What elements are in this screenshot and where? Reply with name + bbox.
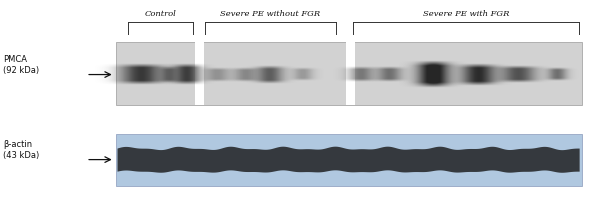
Bar bbox=[116, 42, 582, 105]
Text: Control: Control bbox=[144, 10, 176, 18]
Text: β-actin
(43 kDa): β-actin (43 kDa) bbox=[3, 140, 39, 160]
Text: Severe PE without FGR: Severe PE without FGR bbox=[220, 10, 320, 18]
Text: PMCA
(92 kDa): PMCA (92 kDa) bbox=[3, 55, 39, 75]
Bar bbox=[116, 134, 582, 186]
Text: Severe PE with FGR: Severe PE with FGR bbox=[423, 10, 510, 18]
Bar bbox=[346, 42, 355, 105]
Bar bbox=[195, 42, 204, 105]
